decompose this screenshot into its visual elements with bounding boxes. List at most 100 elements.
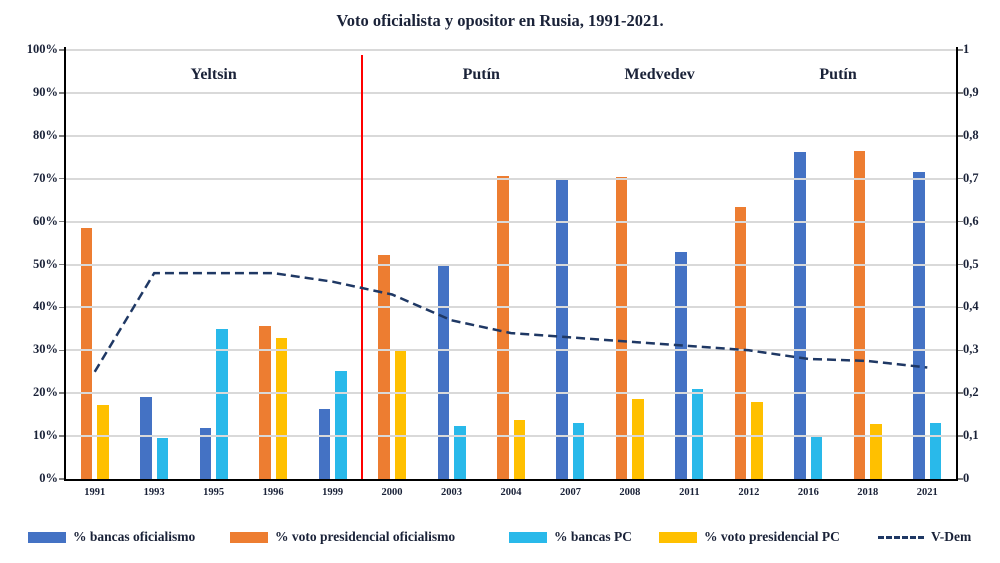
bar-1996-voto-presidencial-pc [275, 338, 288, 479]
y-axis-left-label: 80% [33, 127, 58, 142]
bar-2003-bancas-oficialismo [437, 265, 450, 479]
bar-2000-voto-presidencial-oficialismo [378, 254, 390, 479]
y-axis-left-label: 40% [33, 299, 58, 314]
y-axis-left-tick [59, 349, 64, 352]
chart-title: Voto oficialista y opositor en Rusia, 19… [336, 11, 664, 30]
bar-2000-voto-presidencial-pc [394, 351, 407, 479]
era-label-medvedev: Medvedev [624, 66, 695, 83]
y-axis-right-label: 0,5 [963, 256, 979, 271]
y-axis-right-label: 0,6 [963, 213, 979, 228]
y-axis-left-tick [59, 263, 64, 266]
y-axis-left-tick [59, 135, 64, 137]
legend-item-vdem: V-Dem [878, 529, 971, 545]
x-axis-label-2003: 2003 [441, 487, 463, 498]
y-axis-right-tick [958, 349, 963, 352]
bar-2021-bancas-pc [929, 423, 942, 479]
bar-2011-bancas-pc [691, 389, 704, 479]
y-axis-left-label: 100% [26, 42, 58, 56]
x-axis-label-2021: 2021 [916, 487, 938, 498]
bar-2007-bancas-pc [572, 423, 585, 479]
legend-label-vdem: V-Dem [931, 529, 972, 544]
y-axis-right-label: 0,3 [963, 342, 979, 357]
legend-item-voto-presidencial-pc: % voto presidencial PC [659, 529, 840, 545]
y-axis-left-tick [59, 478, 64, 480]
y-axis-left-label: 70% [33, 170, 58, 185]
y-axis-right-label: 0 [963, 471, 970, 485]
bar-1996-voto-presidencial-oficialismo [259, 326, 271, 479]
bar-2008-voto-presidencial-pc [632, 399, 644, 479]
y-axis-left-tick [59, 306, 64, 309]
y-axis-left-label: 90% [33, 84, 58, 99]
bar-1993-bancas-pc [156, 438, 169, 479]
bar-2021-bancas-oficialismo [913, 171, 925, 479]
legend-label-bancas-oficialismo: % bancas oficialismo [73, 529, 196, 544]
x-axis-label-1995: 1995 [203, 487, 225, 498]
y-axis-left-label: 50% [33, 256, 58, 271]
y-axis-left-label: 20% [33, 385, 58, 400]
gridline [65, 392, 957, 395]
bar-2004-voto-presidencial-pc [513, 420, 525, 479]
y-axis-right-tick [958, 92, 963, 94]
bar-2018-voto-presidencial-oficialismo [853, 150, 866, 479]
bar-2012-voto-presidencial-oficialismo [734, 206, 747, 479]
x-axis-label-2012: 2012 [738, 487, 760, 498]
bar-2012-voto-presidencial-pc [751, 402, 763, 479]
legend-swatch-voto-presidencial-pc [659, 531, 697, 543]
y-axis-right-tick [958, 135, 963, 137]
legend-label-voto-presidencial-pc: % voto presidencial PC [704, 529, 840, 544]
y-axis-left-tick [59, 220, 64, 223]
era-label-putín: Putín [819, 66, 857, 83]
gridline [65, 49, 957, 51]
legend: % bancas oficialismo % voto presidencial… [0, 529, 1000, 551]
era-label-yeltsin: Yeltsin [190, 66, 237, 83]
bar-1999-bancas-oficialismo [318, 409, 331, 479]
bar-2003-bancas-pc [454, 426, 466, 479]
x-axis-label-2000: 2000 [381, 487, 403, 498]
gridline [65, 435, 957, 438]
legend-item-voto-presidencial-oficialismo: % voto presidencial oficialismo [230, 529, 455, 545]
gridline [65, 263, 957, 266]
x-axis-label-2016: 2016 [797, 487, 819, 498]
y-axis-line [64, 47, 66, 480]
y-axis-left-tick [59, 49, 64, 51]
y-axis-right-tick [958, 392, 963, 394]
y-axis-left-label: 0% [39, 471, 58, 485]
bar-1991-voto-presidencial-oficialismo [80, 228, 93, 479]
bar-2007-bancas-oficialismo [556, 178, 568, 479]
y-axis-left-tick [59, 92, 64, 94]
y-axis-left-label: 60% [33, 213, 58, 228]
bar-2018-voto-presidencial-pc [870, 424, 882, 479]
x-axis-label-2018: 2018 [857, 487, 879, 498]
y-axis-left-tick [59, 177, 64, 180]
legend-item-bancas-pc: % bancas PC [509, 529, 632, 545]
y-axis-right-label: 0,4 [963, 299, 979, 314]
x-axis-label-1999: 1999 [322, 487, 344, 498]
y-axis-right-tick [958, 177, 963, 180]
bar-1991-voto-presidencial-pc [97, 404, 109, 479]
legend-dash-swatch-vdem [878, 535, 924, 539]
bar-2016-bancas-oficialismo [794, 151, 806, 479]
y-axis-left-label: 30% [33, 342, 58, 357]
legend-swatch-bancas-oficialismo [28, 531, 66, 543]
gridline [65, 91, 957, 94]
x-axis-label-2007: 2007 [559, 487, 581, 498]
x-axis-label-2004: 2004 [500, 487, 522, 498]
legend-swatch-bancas-pc [509, 531, 547, 543]
era-divider-line [361, 55, 364, 480]
y-axis-right-tick [958, 49, 963, 51]
y-axis-left-tick [59, 392, 64, 394]
gridline [65, 349, 957, 352]
y-axis-left-label: 10% [33, 428, 58, 443]
gridline [65, 306, 957, 309]
right-axis-line [956, 47, 958, 480]
y-axis-right-tick [958, 220, 963, 223]
legend-item-bancas-oficialismo: % bancas oficialismo [28, 529, 195, 545]
y-axis-right-label: 1 [963, 42, 970, 56]
bar-1993-bancas-oficialismo [140, 397, 152, 479]
y-axis-left-tick [59, 435, 64, 437]
x-axis-label-1993: 1993 [143, 487, 165, 498]
y-axis-right-tick [958, 478, 963, 480]
bar-1999-bancas-pc [335, 371, 347, 479]
